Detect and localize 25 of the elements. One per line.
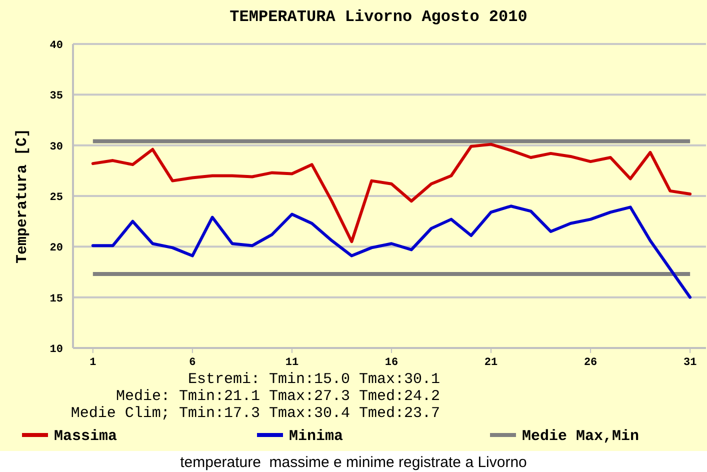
y-axis-title: Temperatura [C] <box>14 128 31 264</box>
legend-label: Minima <box>289 428 344 445</box>
text: Medie: Tmin:21.1 Tmax:27.3 Tmed:24.2 <box>116 388 440 405</box>
line-series <box>91 142 692 244</box>
x-tick-label: 11 <box>285 357 299 369</box>
y-tick-label: 15 <box>50 293 64 306</box>
y-tick-label: 10 <box>50 344 63 356</box>
y-tick-label: 25 <box>50 192 64 204</box>
y-tick-label: 20 <box>50 242 63 255</box>
y-tick-label: 30 <box>50 141 63 154</box>
legend-label: Medie Max,Min <box>522 428 640 445</box>
text: temperature massime e minime registrate a Livorno <box>180 454 527 471</box>
text: Medie Clim; Tmin:17.3 Tmax:30.4 Tmed:23.7 <box>70 405 440 422</box>
y-tick-label: 40 <box>50 40 63 52</box>
x-tick-label: 26 <box>584 357 598 369</box>
line-series <box>91 204 692 299</box>
text: Estremi: Tmin:15.0 Tmax:30.1 <box>188 371 440 388</box>
chart-title: TEMPERATURA Livorno Agosto 2010 <box>230 8 528 26</box>
x-tick-label: 6 <box>189 357 196 369</box>
x-tick-label: 16 <box>384 357 398 369</box>
legend-label: Massima <box>54 428 118 445</box>
x-tick-label: 21 <box>484 357 498 369</box>
y-tick-label: 35 <box>50 90 64 103</box>
x-tick-label: 31 <box>683 357 698 369</box>
x-tick-label: 1 <box>90 357 97 369</box>
